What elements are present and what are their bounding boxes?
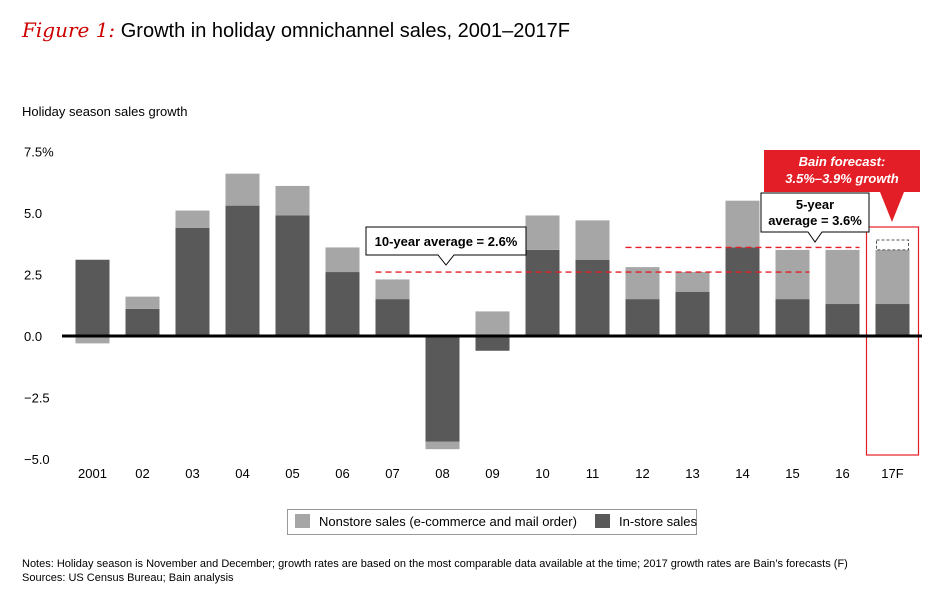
avg-10yr-label: 10-year average = 2.6% <box>375 234 518 249</box>
bar-instore-05 <box>275 215 310 336</box>
bar-instore-13 <box>675 291 710 336</box>
legend-swatch-nonstore <box>295 514 310 528</box>
x-tick-09: 09 <box>485 466 499 481</box>
bar-nonstore-05 <box>275 185 310 216</box>
forecast-callout-line-1: 3.5%–3.9% growth <box>785 171 898 186</box>
x-tick-labels: 2001 02 03 04 05 06 07 08 09 10 11 12 13 14 15 16 17F <box>78 466 904 481</box>
x-tick-12: 12 <box>635 466 649 481</box>
forecast-callout: Bain forecast: 3.5%–3.9% growth <box>764 150 920 222</box>
bar-nonstore-09 <box>475 311 510 336</box>
bar-instore-04 <box>225 205 260 336</box>
x-tick-06: 06 <box>335 466 349 481</box>
x-tick-14: 14 <box>735 466 749 481</box>
bar-nonstore-13 <box>675 272 710 292</box>
x-tick-16: 16 <box>835 466 849 481</box>
avg-5yr-label-1: average = 3.6% <box>768 213 862 228</box>
y-tick-0: 7.5% <box>24 145 54 160</box>
notes: Notes: Holiday season is November and De… <box>22 557 848 585</box>
y-axis-label: Holiday season sales growth <box>22 104 188 119</box>
bar-instore-12 <box>625 299 660 336</box>
bar-instore-08 <box>425 336 460 442</box>
legend: Nonstore sales (e-commerce and mail orde… <box>287 509 697 535</box>
notes-text: Notes: Holiday season is November and De… <box>22 558 848 570</box>
sources-text: Sources: US Census Bureau; Bain analysis <box>22 572 234 584</box>
bar-nonstore-06 <box>325 247 360 273</box>
x-tick-05: 05 <box>285 466 299 481</box>
avg-10yr-box <box>365 226 527 266</box>
bar-instore-02 <box>125 308 160 336</box>
bar-forecast-range <box>876 239 909 251</box>
bar-nonstore-10 <box>525 215 560 250</box>
bar-nonstore-04 <box>225 173 260 206</box>
bar-nonstore-07 <box>375 279 410 300</box>
bar-nonstore-2001 <box>75 336 110 344</box>
x-tick-07: 07 <box>385 466 399 481</box>
bar-instore-14 <box>725 247 760 336</box>
chart-title: Figure 1: Growth in holiday omnichannel … <box>22 18 570 43</box>
x-tick-15: 15 <box>785 466 799 481</box>
bar-instore-03 <box>175 227 210 336</box>
bar-instore-09 <box>475 336 510 351</box>
bar-nonstore-17F <box>875 249 910 305</box>
x-tick-13: 13 <box>685 466 699 481</box>
bar-nonstore-15 <box>775 249 810 300</box>
x-tick-08: 08 <box>435 466 449 481</box>
bar-nonstore-03 <box>175 210 210 228</box>
legend-label-nonstore: Nonstore sales (e-commerce and mail orde… <box>319 514 577 529</box>
legend-item-nonstore: Nonstore sales (e-commerce and mail orde… <box>295 514 577 529</box>
bar-instore-17F <box>875 304 910 336</box>
bar-instore-07 <box>375 299 410 336</box>
y-tick-5: −5.0 <box>24 452 50 467</box>
bar-nonstore-16 <box>825 249 860 305</box>
x-tick-02: 02 <box>135 466 149 481</box>
bar-instore-06 <box>325 272 360 336</box>
x-tick-17F: 17F <box>881 466 903 481</box>
x-tick-11: 11 <box>586 466 600 481</box>
title-text: Growth in holiday omnichannel sales, 200… <box>120 20 570 42</box>
bar-instore-16 <box>825 304 860 336</box>
x-tick-03: 03 <box>185 466 199 481</box>
forecast-callout-box <box>764 150 920 222</box>
bar-nonstore-02 <box>125 296 160 309</box>
bar-nonstore-08 <box>425 441 460 450</box>
x-tick-2001: 2001 <box>78 466 107 481</box>
legend-label-instore: In-store sales <box>619 514 698 529</box>
figure-label: Figure 1: <box>22 18 116 42</box>
forecast-callout-line-0: Bain forecast: <box>799 154 886 169</box>
bar-instore-15 <box>775 299 810 336</box>
y-tick-4: −2.5 <box>24 391 50 406</box>
forecast-outline <box>865 226 920 456</box>
bar-instore-2001 <box>75 259 110 336</box>
legend-item-instore: In-store sales <box>595 514 697 529</box>
x-tick-04: 04 <box>235 466 249 481</box>
bar-instore-10 <box>525 249 560 336</box>
bar-instore-11 <box>575 259 610 336</box>
y-tick-2: 2.5 <box>24 268 42 283</box>
bars-group <box>75 173 920 456</box>
legend-swatch-instore <box>595 514 610 528</box>
y-tick-3: 0.0 <box>24 329 42 344</box>
bar-nonstore-11 <box>575 220 610 260</box>
bar-nonstore-14 <box>725 200 760 248</box>
avg-5yr-label-0: 5-year <box>796 197 834 212</box>
y-tick-1: 5.0 <box>24 206 42 221</box>
avg-5yr-box <box>760 192 870 243</box>
y-tick-labels: 7.5% 5.0 2.5 0.0 −2.5 −5.0 <box>24 145 54 468</box>
x-tick-10: 10 <box>535 466 549 481</box>
